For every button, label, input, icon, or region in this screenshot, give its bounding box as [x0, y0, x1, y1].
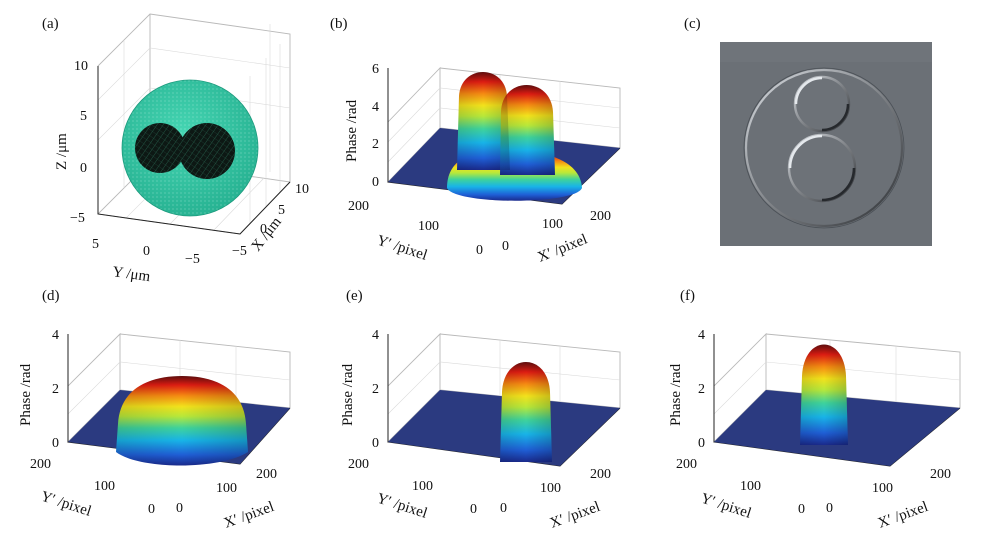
a-xtick-1: 5: [278, 203, 285, 218]
f-ztick-0: 4: [698, 328, 705, 343]
inclusion-right: [179, 123, 235, 179]
d-xlabel: X′ /pixel: [222, 499, 276, 532]
f-ytick-1: 100: [740, 479, 761, 494]
panel-a-label: (a): [42, 16, 59, 32]
b-ztick-2: 2: [372, 137, 379, 152]
panel-b-x-ticks: 0 100 200: [502, 209, 611, 254]
e-ztick-0: 4: [372, 328, 379, 343]
e-xtick-0: 0: [500, 501, 507, 516]
f-ylabel: Y′ /pixel: [699, 491, 753, 522]
d-xtick-2: 200: [256, 467, 277, 482]
a-xtick-0: 10: [295, 182, 309, 197]
d-ztick-0: 4: [52, 328, 59, 343]
b-xtick-2: 200: [590, 209, 611, 224]
f-xtick-1: 100: [872, 481, 893, 496]
panel-f: (f) 4 2 0 Phase /rad 200 100 0 Y′ /pixel…: [668, 288, 961, 532]
panel-c-label: (c): [684, 16, 701, 32]
panel-f-y-ticks: 200 100 0: [676, 457, 805, 517]
panel-d-x-ticks: 0 100 200: [176, 467, 277, 516]
f-xtick-0: 0: [826, 501, 833, 516]
a-ztick-0: 10: [74, 59, 88, 74]
panel-c: (c): [684, 16, 932, 246]
e-ylabel: Y′ /pixel: [375, 491, 429, 522]
a-ytick-2: −5: [185, 252, 200, 267]
panel-a-x-ticks: 10 5 0 −5: [232, 182, 309, 259]
a-xtick-2: 0: [260, 222, 267, 237]
e-zlabel: Phase /rad: [340, 363, 356, 426]
f-xlabel: X′ /pixel: [876, 499, 930, 532]
f-xtick-2: 200: [930, 467, 951, 482]
d-ztick-2: 0: [52, 436, 59, 451]
b-xtick-1: 100: [542, 217, 563, 232]
a-zlabel: Z /μm: [54, 133, 70, 170]
e-ytick-2: 0: [470, 502, 477, 517]
e-ztick-2: 0: [372, 436, 379, 451]
b-ztick-0: 6: [372, 62, 379, 77]
e-xtick-2: 200: [590, 467, 611, 482]
b-ztick-3: 0: [372, 175, 379, 190]
f-ytick-0: 200: [676, 457, 697, 472]
panel-b-y-ticks: 200 100 0: [348, 199, 483, 258]
a-ztick-1: 5: [80, 109, 87, 124]
e-ytick-1: 100: [412, 479, 433, 494]
d-ytick-2: 0: [148, 502, 155, 517]
b-xlabel: X′ /pixel: [536, 231, 590, 265]
b-ztick-1: 4: [372, 100, 379, 115]
panel-e-label: (e): [346, 288, 363, 304]
b-zlabel: Phase /rad: [344, 99, 360, 162]
panel-f-x-ticks: 0 100 200: [826, 467, 951, 516]
a-ylabel: Y /μm: [111, 264, 151, 285]
inclusion-left: [135, 123, 185, 173]
d-xtick-0: 0: [176, 501, 183, 516]
panel-e-z-ticks: 4 2 0: [372, 328, 379, 451]
panel-d-y-ticks: 200 100 0: [30, 457, 155, 517]
panel-a-y-ticks: 5 0 −5: [92, 237, 200, 267]
f-ytick-2: 0: [798, 502, 805, 517]
panel-e: (e) 4 2 0 Phase /rad 200 100 0 Y′ /pixel…: [340, 288, 621, 532]
panel-b-label: (b): [330, 16, 348, 32]
a-ztick-2: 0: [80, 161, 87, 176]
panel-e-x-ticks: 0 100 200: [500, 467, 611, 516]
f-ztick-2: 0: [698, 436, 705, 451]
d-ylabel: Y′ /pixel: [39, 489, 93, 520]
d-zlabel: Phase /rad: [18, 363, 34, 426]
panel-a: (a) 10 5 0 −5 Z /μm 5 0 −5 Y /μm: [42, 13, 309, 285]
e-ztick-1: 2: [372, 382, 379, 397]
c-cell-outline: [744, 68, 904, 228]
e-xtick-1: 100: [540, 481, 561, 496]
b-ylabel: Y′ /pixel: [375, 233, 429, 264]
b-ytick-2: 0: [476, 243, 483, 258]
panel-a-z-ticks: 10 5 0 −5: [70, 59, 88, 226]
b-ytick-1: 100: [418, 219, 439, 234]
panel-d-z-ticks: 4 2 0: [52, 328, 59, 451]
panel-d: (d) 4 2 0 Phase /rad 200 100 0 Y′ /pixel…: [18, 288, 291, 532]
panel-f-label: (f): [680, 288, 695, 304]
panel-b: (b) 6 4 2 0 Phase /rad 200 100 0 Y′ /pix: [330, 16, 621, 266]
d-ztick-1: 2: [52, 382, 59, 397]
a-ytick-1: 0: [143, 244, 150, 259]
a-xtick-3: −5: [232, 244, 247, 259]
panel-d-label: (d): [42, 288, 60, 304]
e-ytick-0: 200: [348, 457, 369, 472]
panel-e-y-ticks: 200 100 0: [348, 457, 477, 517]
f-zlabel: Phase /rad: [668, 363, 684, 426]
panel-b-z-ticks: 6 4 2 0: [372, 62, 379, 190]
d-xtick-1: 100: [216, 481, 237, 496]
panel-f-z-ticks: 4 2 0: [698, 328, 705, 451]
f-ztick-1: 2: [698, 382, 705, 397]
a-ztick-3: −5: [70, 211, 85, 226]
d-ytick-1: 100: [94, 479, 115, 494]
b-xtick-0: 0: [502, 239, 509, 254]
b-ytick-0: 200: [348, 199, 369, 214]
d-ytick-0: 200: [30, 457, 51, 472]
e-xlabel: X′ /pixel: [548, 499, 602, 532]
a-ytick-0: 5: [92, 237, 99, 252]
